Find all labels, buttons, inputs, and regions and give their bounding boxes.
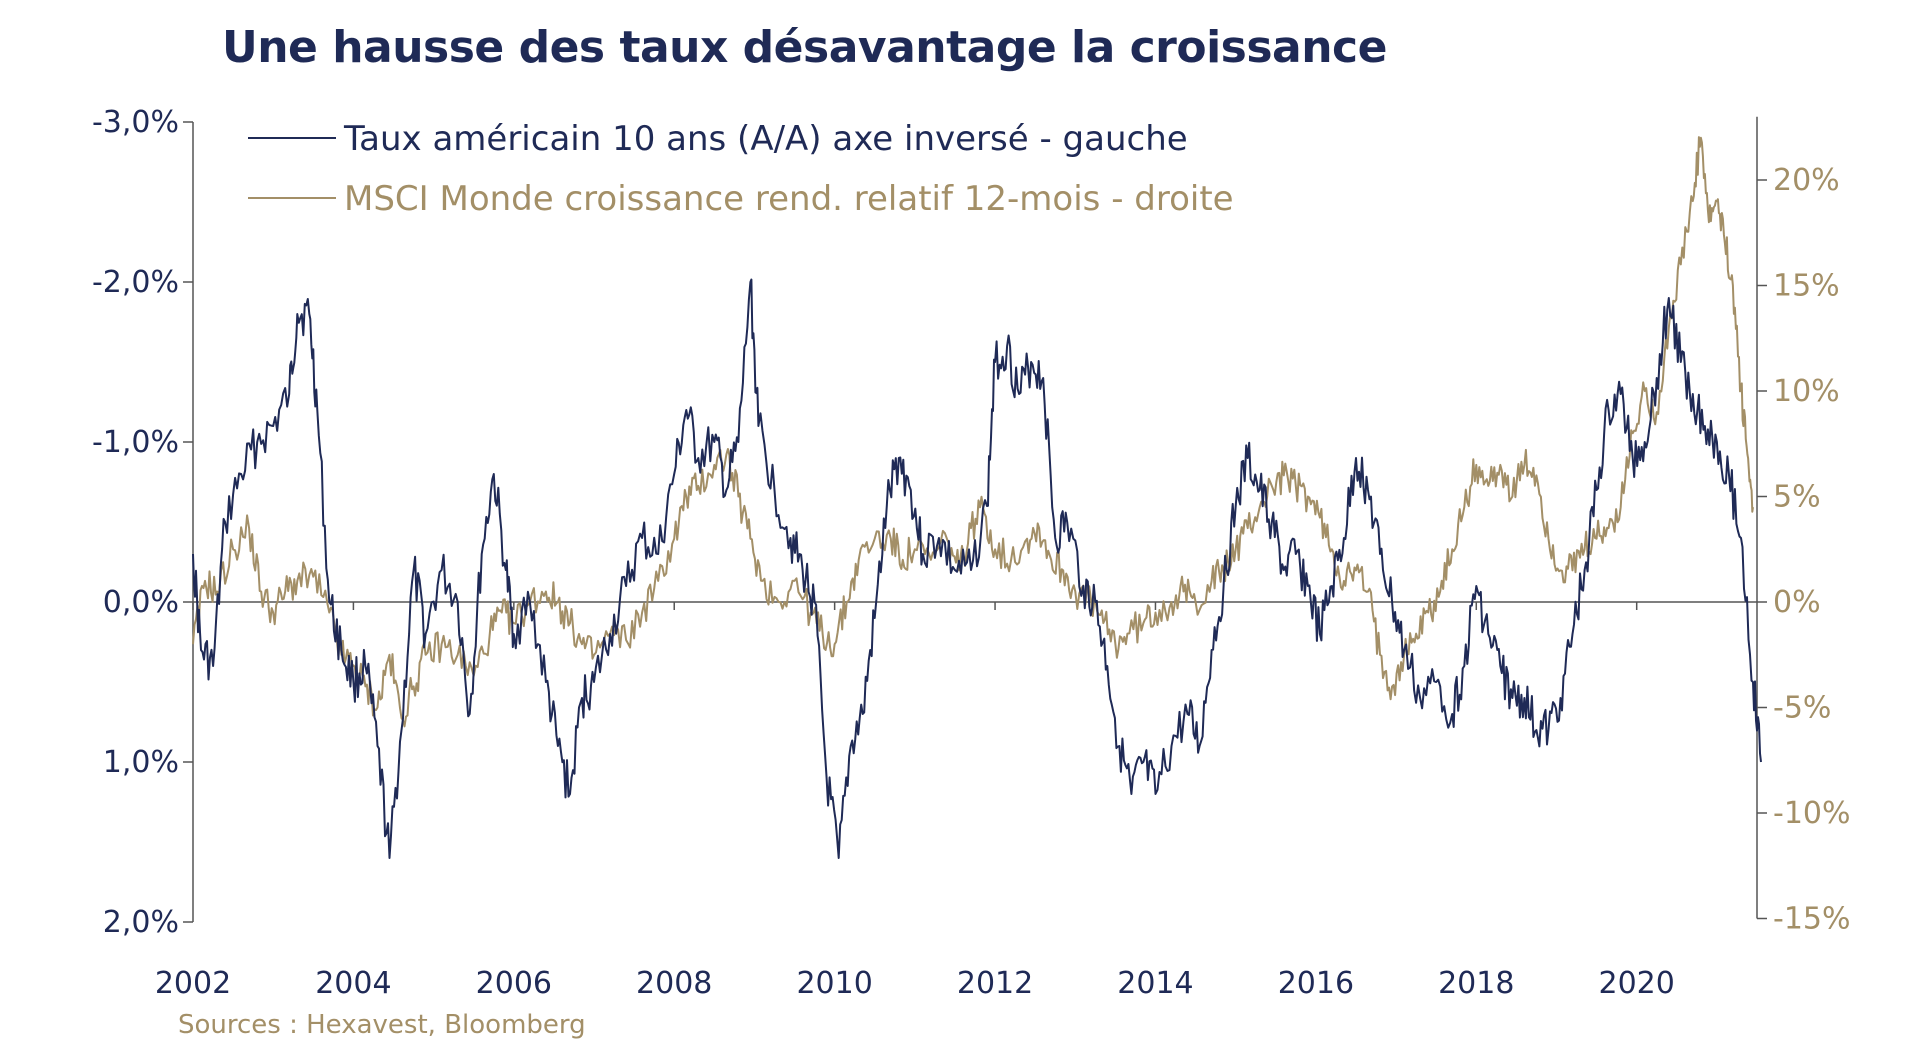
legend-label: Taux américain 10 ans (A/A) axe inversé … xyxy=(343,119,1188,159)
right-axis-tick-label: 0% xyxy=(1773,585,1821,620)
series-lines xyxy=(192,136,1762,859)
x-axis-tick-label: 2020 xyxy=(1599,966,1675,1001)
right-axis-tick-label: 15% xyxy=(1773,269,1840,304)
x-axis-tick-label: 2010 xyxy=(796,966,872,1001)
right-axis-tick-label: -10% xyxy=(1773,796,1851,831)
left-axis-tick-label: -1,0% xyxy=(92,425,179,460)
legend-label: MSCI Monde croissance rend. relatif 12-m… xyxy=(344,179,1234,219)
axes: -3,0% -2,0% -1,0% 0,0% 1,0% 2,0% -15% -10% -5% 0%… xyxy=(92,105,1851,1001)
left-axis-tick-label: 2,0% xyxy=(103,905,179,940)
x-axis-tick-label: 2012 xyxy=(957,966,1033,1001)
x-axis-tick-label: 2018 xyxy=(1438,966,1514,1001)
right-axis-tick-label: 5% xyxy=(1773,480,1821,515)
x-axis-tick-label: 2008 xyxy=(636,966,712,1001)
right-axis-tick-label: -15% xyxy=(1773,902,1851,937)
x-axis-tick-label: 2014 xyxy=(1117,966,1193,1001)
left-axis-tick-label: 1,0% xyxy=(103,745,179,780)
right-axis-tick-label: 10% xyxy=(1773,374,1840,409)
chart-title: Une hausse des taux désavantage la crois… xyxy=(222,22,1387,73)
right-axis-tick-label: -5% xyxy=(1773,691,1831,726)
right-axis-tick-label: 20% xyxy=(1773,163,1840,198)
series-line-msci-growth xyxy=(192,136,1754,728)
left-axis-tick-label: -2,0% xyxy=(92,265,179,300)
x-axis-tick-label: 2016 xyxy=(1278,966,1354,1001)
x-axis-tick-label: 2002 xyxy=(155,966,231,1001)
left-axis-tick-label: 0,0% xyxy=(103,585,179,620)
series-line-us-10y-rate xyxy=(192,278,1762,859)
source-note: Sources : Hexavest, Bloomberg xyxy=(178,1010,586,1040)
x-axis-tick-label: 2004 xyxy=(315,966,391,1001)
left-axis-tick-label: -3,0% xyxy=(92,105,179,140)
x-axis-tick-label: 2006 xyxy=(476,966,552,1001)
legend: Taux américain 10 ans (A/A) axe inversé … xyxy=(248,119,1234,219)
